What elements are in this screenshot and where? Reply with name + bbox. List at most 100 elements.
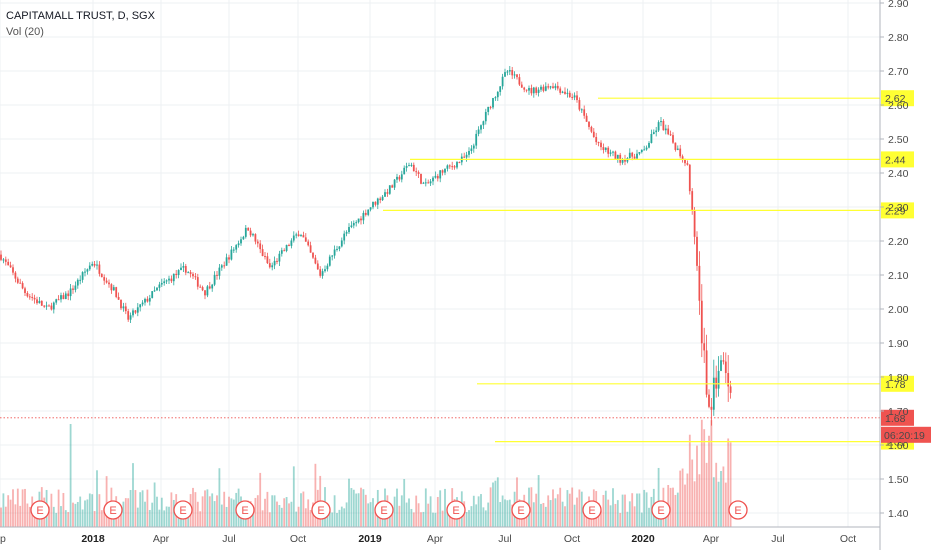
volume-bar (348, 478, 350, 527)
candle-body (208, 286, 211, 289)
volume-bar (388, 508, 391, 527)
earnings-marker[interactable]: E (446, 500, 466, 520)
earnings-marker[interactable]: E (511, 500, 531, 520)
volume-bar (93, 511, 96, 527)
volume-bar (578, 489, 581, 527)
candle-body (465, 154, 468, 158)
earnings-marker[interactable]: E (582, 500, 602, 520)
candle-body (667, 128, 670, 135)
candle-body (487, 106, 490, 112)
volume-bar (727, 438, 730, 527)
earnings-marker-label: E (317, 505, 324, 517)
volume-bar (21, 489, 24, 527)
volume-bar (285, 497, 288, 527)
candle-body (218, 267, 221, 276)
candle-body (355, 222, 358, 224)
volume-bar (487, 502, 490, 527)
volume-bar (636, 493, 638, 527)
volume-bar (208, 496, 211, 527)
volume-bar (283, 498, 286, 527)
candle-body (544, 86, 547, 91)
candle-body (189, 272, 192, 274)
volume-bar (307, 499, 310, 527)
candle-body (616, 154, 619, 159)
volume-bar (410, 508, 413, 527)
candle-body (408, 165, 410, 167)
earnings-marker[interactable]: E (728, 500, 748, 520)
volume-bar (434, 512, 437, 527)
candle-body (384, 192, 386, 197)
volume-bar (446, 512, 449, 527)
volume-bar (691, 459, 694, 527)
candle-body (595, 137, 598, 143)
volume-bar (600, 510, 602, 527)
candle-body (636, 153, 638, 159)
candle-body (300, 235, 302, 237)
time-tick-label: 2020 (631, 533, 655, 545)
candle-body (187, 272, 190, 274)
volume-bar (196, 501, 199, 527)
volume-bar (717, 481, 720, 527)
earnings-marker[interactable]: E (311, 500, 331, 520)
volume-bar (722, 466, 725, 527)
volume-bar (465, 511, 468, 527)
candle-body (24, 288, 26, 294)
candle-body (302, 235, 305, 238)
candle-body (244, 227, 247, 237)
volume-bar (396, 488, 398, 527)
price-axis[interactable]: 2.90 2.80 2.70 2.60 2.50 2.40 2.30 2.20 2.10 2.00… (879, 0, 909, 550)
volume-bar (67, 512, 70, 527)
candle-body (547, 86, 550, 88)
candle-body (352, 223, 355, 226)
earnings-marker[interactable]: E (103, 500, 123, 520)
volume-bar (48, 506, 50, 527)
earnings-marker-circle (374, 500, 394, 520)
candle-body (657, 122, 660, 131)
volume-bar (436, 496, 439, 527)
candle-body (84, 271, 86, 273)
candle-body (463, 156, 466, 158)
candle-body (506, 71, 509, 73)
volume-bar (168, 506, 170, 527)
candle-body (422, 182, 425, 184)
earnings-marker[interactable]: E (30, 500, 50, 520)
volume-bar (88, 493, 91, 527)
volume-indicator-label[interactable]: Vol (20) (6, 26, 44, 38)
earnings-marker[interactable]: E (173, 500, 193, 520)
candle-body (722, 360, 725, 362)
candle-body (194, 276, 197, 278)
candle-body (712, 377, 715, 410)
candle-body (139, 304, 142, 308)
candle-body (81, 272, 84, 280)
earnings-marker[interactable]: E (651, 500, 671, 520)
earnings-marker-label: E (380, 505, 387, 517)
volume-bar (256, 495, 259, 527)
volume-bar (146, 489, 149, 527)
volume-bar (686, 473, 689, 527)
candle-body (532, 87, 535, 94)
candle-body (703, 343, 706, 351)
symbol-title[interactable]: CAPITAMALL TRUST, D, SGX (6, 10, 155, 22)
volume-bar (415, 495, 418, 527)
volume-bar (326, 512, 329, 527)
earnings-marker[interactable]: E (374, 500, 394, 520)
chart-grid (0, 0, 880, 527)
candle-body (213, 274, 216, 285)
time-axis[interactable]: ep 2018 Apr Jul Oct 2019 Apr Jul Oct 2020 Apr Jul Oc… (0, 526, 880, 545)
volume-bar (50, 493, 53, 527)
candle-body (494, 97, 497, 99)
candle-body (688, 164, 691, 192)
volume-bar (343, 508, 346, 527)
last-price-label: 1.68 (885, 413, 906, 425)
candle-body (453, 166, 456, 168)
candle-body (211, 284, 214, 289)
candle-body (158, 284, 161, 288)
level-label-bg (881, 90, 914, 107)
earnings-marker[interactable]: E (235, 500, 255, 520)
volume-bar (338, 509, 341, 527)
volume-bar (355, 493, 358, 527)
volume-bar (156, 496, 158, 527)
price-tick-label: 1.70 (888, 406, 909, 418)
